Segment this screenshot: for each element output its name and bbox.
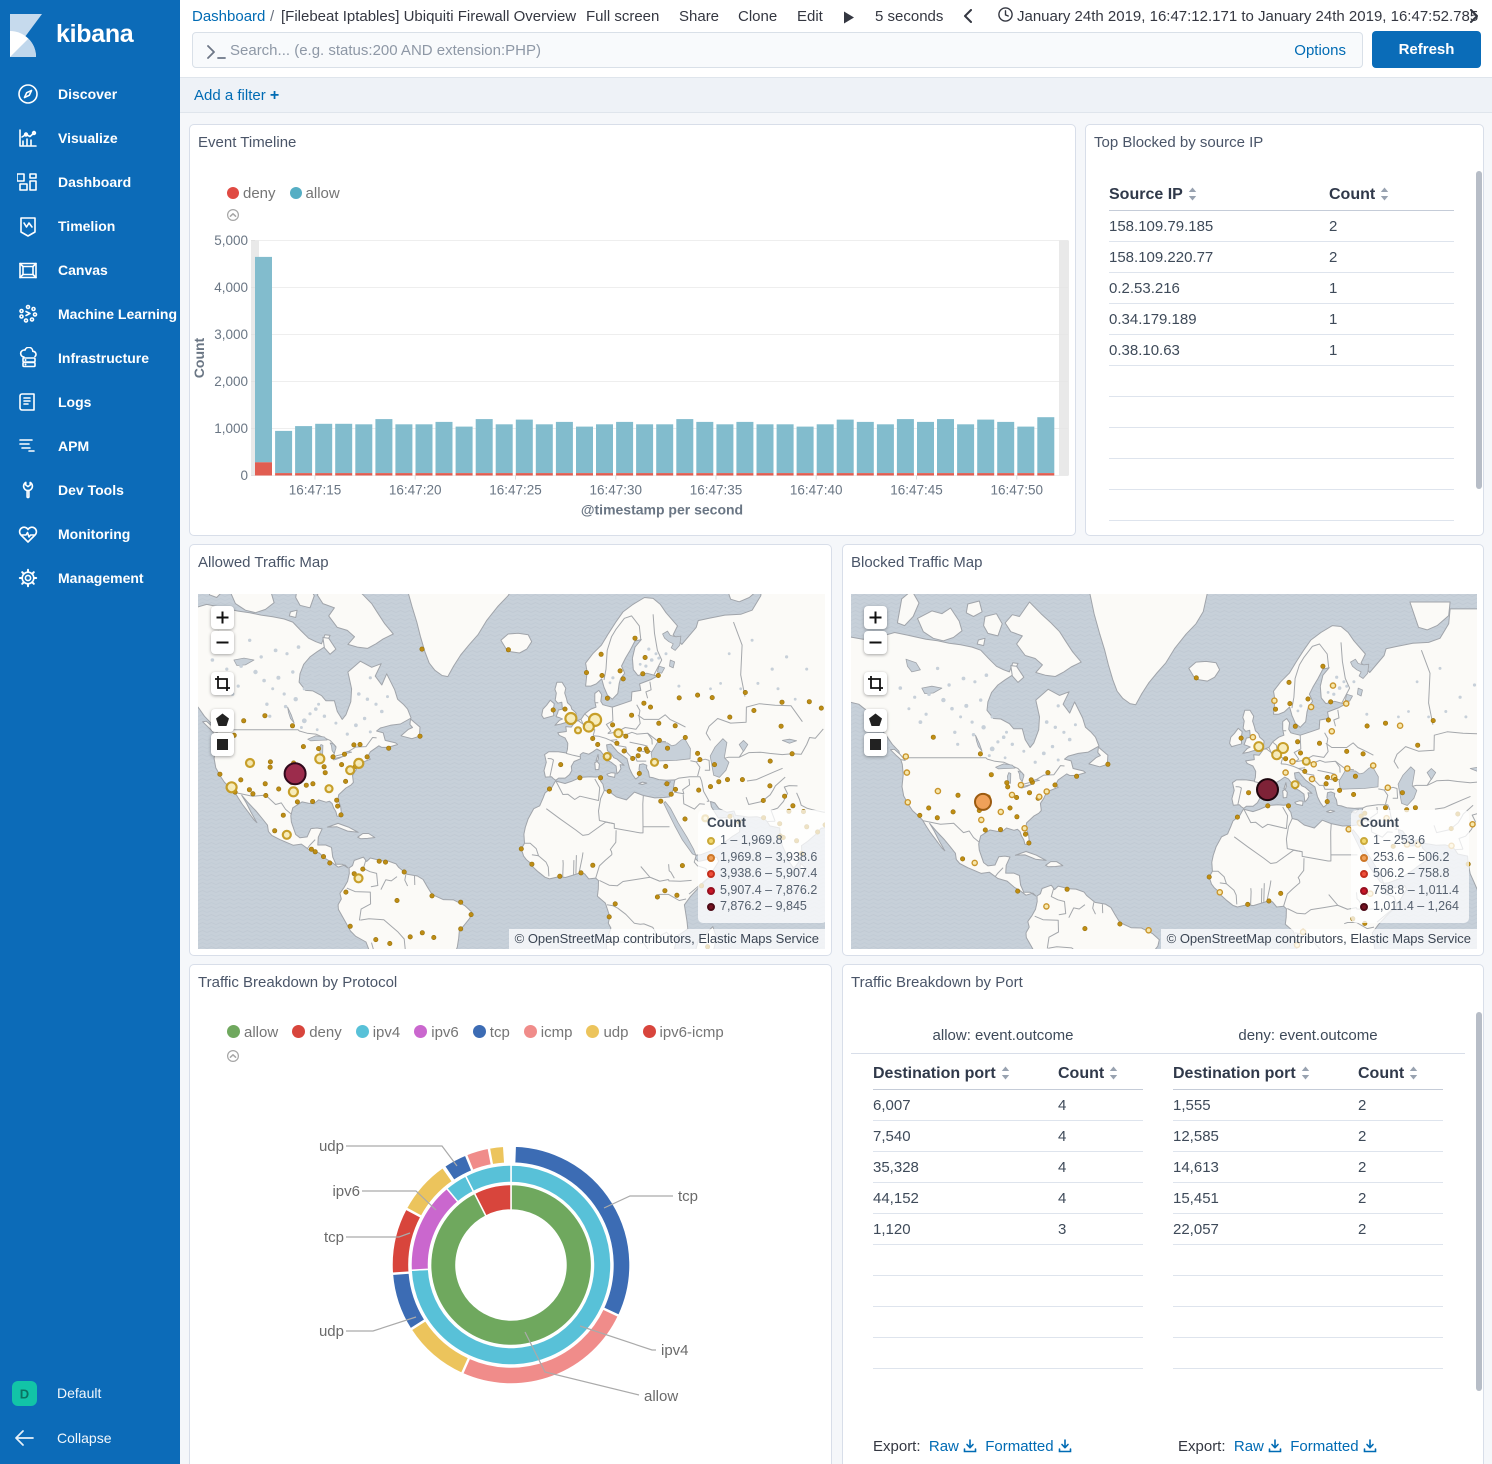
svg-text:@timestamp per second: @timestamp per second — [581, 502, 743, 518]
svg-text:ipv4: ipv4 — [661, 1342, 689, 1359]
svg-text:tcp: tcp — [324, 1229, 344, 1246]
svg-text:16:47:15: 16:47:15 — [289, 483, 342, 498]
svg-text:1,000: 1,000 — [214, 421, 248, 436]
svg-text:udp: udp — [319, 1138, 344, 1155]
svg-text:16:47:50: 16:47:50 — [991, 483, 1044, 498]
svg-text:16:47:40: 16:47:40 — [790, 483, 843, 498]
svg-text:16:47:45: 16:47:45 — [890, 483, 943, 498]
svg-text:D: D — [20, 1387, 29, 1402]
svg-text:16:47:25: 16:47:25 — [489, 483, 542, 498]
svg-text:allow: allow — [644, 1388, 678, 1405]
svg-text:Count: Count — [191, 337, 207, 378]
svg-text:5,000: 5,000 — [214, 233, 248, 248]
svg-text:0: 0 — [240, 468, 248, 483]
svg-text:tcp: tcp — [678, 1188, 698, 1205]
svg-text:16:47:35: 16:47:35 — [690, 483, 743, 498]
svg-text:ipv6: ipv6 — [332, 1183, 360, 1200]
svg-text:udp: udp — [319, 1323, 344, 1340]
svg-text:16:47:30: 16:47:30 — [590, 483, 643, 498]
svg-text:3,000: 3,000 — [214, 327, 248, 342]
svg-text:16:47:20: 16:47:20 — [389, 483, 442, 498]
svg-text:4,000: 4,000 — [214, 280, 248, 295]
svg-text:2,000: 2,000 — [214, 374, 248, 389]
